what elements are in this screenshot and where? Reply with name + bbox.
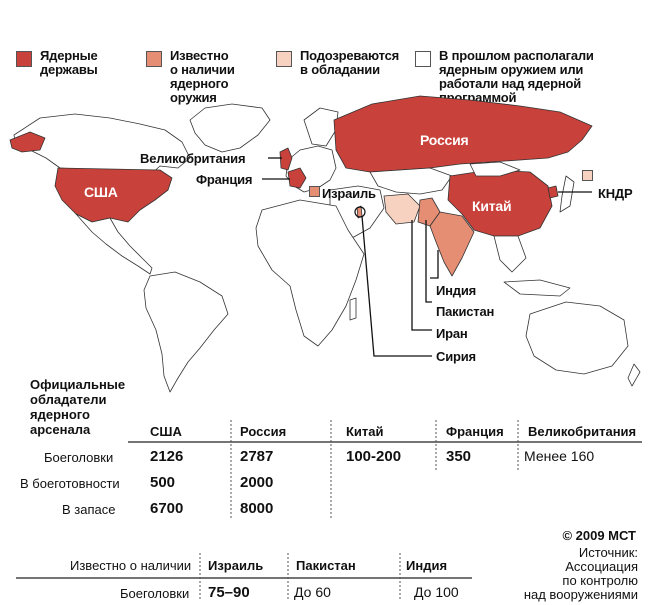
mongolia — [469, 161, 521, 177]
official-row-label-warheads: Боеголовки — [44, 450, 114, 465]
legend-nuclear-powers: Ядерные державы — [16, 49, 98, 77]
known-col-pakistan: Пакистан — [296, 558, 356, 573]
official-table-title: Официальные обладатели ядерного арсенала — [30, 377, 126, 437]
india-shape — [429, 211, 475, 277]
official-row-label-reserve: В запасе — [62, 502, 116, 517]
map-label-syria: Сирия — [436, 349, 476, 364]
map-label-china: Китай — [472, 198, 512, 214]
official-cell-uk-warheads: Менее 160 — [524, 448, 594, 465]
official-cell-russia-reserve: 8000 — [240, 500, 274, 517]
official-cell-usa-warheads: 2126 — [150, 448, 184, 465]
legend-swatch-nuclear — [16, 51, 32, 67]
alaska — [9, 131, 46, 153]
south-america — [143, 271, 229, 393]
israel-marker — [354, 206, 366, 218]
known-cell-pakistan-text: До 60 — [294, 584, 331, 600]
iran-shape — [383, 193, 421, 225]
map-label-israel: Израиль — [322, 186, 376, 201]
official-cell-china-warheads: 100-200 — [346, 448, 402, 465]
official-col-uk: Великобритания — [528, 424, 637, 439]
dprk-shape — [547, 185, 559, 199]
legend-label-suspected: Подозреваются в обладании — [300, 48, 400, 77]
mexico — [75, 213, 153, 275]
dprk-label-swatch — [582, 170, 593, 181]
syria-leader — [361, 215, 432, 357]
pakistan-leader — [425, 220, 432, 303]
official-row-label-ready: В боеготовности — [20, 476, 120, 491]
legend-label-nuclear: Ядерные державы — [40, 48, 98, 77]
israel-label-swatch — [309, 186, 320, 197]
uk-shape — [279, 147, 293, 171]
official-cell-russia-ready: 2000 — [240, 474, 274, 491]
madagascar — [349, 297, 357, 321]
known-cell-israel: 75–90 — [208, 584, 250, 601]
known-table-title: Известно о наличии — [70, 558, 192, 573]
canada — [13, 113, 191, 176]
iran-leader — [411, 220, 432, 331]
map-label-pakistan: Пакистан — [436, 304, 495, 319]
official-col-china: Китай — [346, 424, 384, 439]
india-leader — [430, 250, 439, 279]
central-asia — [369, 167, 453, 195]
australia — [525, 301, 629, 375]
china-shape — [447, 169, 553, 237]
map-label-russia: Россия — [420, 132, 469, 148]
japan — [559, 175, 575, 213]
source-note: Источник: Ассоциация по контролю над воо… — [523, 545, 638, 602]
map-label-france: Франция — [196, 172, 253, 187]
known-cell-pakistan: До 60 — [294, 584, 331, 601]
official-cell-russia-warheads: 2787 — [240, 448, 274, 465]
new-zealand — [627, 363, 641, 387]
official-col-usa: США — [150, 424, 182, 439]
official-col-france: Франция — [446, 424, 504, 439]
africa — [255, 199, 365, 347]
legend-suspected: Подозреваются в обладании — [276, 49, 399, 77]
france-shape — [287, 167, 307, 189]
greenland — [189, 103, 271, 153]
legend-known-possession: Известно о наличии ядерного оружия — [146, 49, 235, 105]
indonesia — [503, 279, 571, 297]
known-col-israel: Израиль — [208, 558, 264, 573]
map-label-uk: Великобритания — [140, 151, 246, 166]
official-cell-usa-reserve: 6700 — [150, 500, 184, 517]
official-cell-uk-warheads-text: Менее 160 — [524, 448, 595, 464]
usa-shape — [54, 167, 173, 223]
known-col-india: Индия — [406, 558, 448, 573]
official-col-russia: Россия — [240, 424, 287, 439]
map-label-india: Индия — [436, 283, 477, 298]
map-label-dprk: КНДР — [598, 186, 633, 201]
known-cell-india-text: До 100 — [414, 584, 459, 600]
legend-swatch-suspected — [276, 51, 292, 67]
scandinavia — [303, 107, 339, 147]
legend-swatch-past — [415, 51, 431, 67]
legend-label-known: Известно о наличии ядерного оружия — [170, 48, 235, 105]
copyright: © 2009 МСТ — [562, 528, 636, 543]
official-cell-france-warheads: 350 — [446, 448, 472, 465]
southeast-asia — [493, 235, 527, 273]
legend-swatch-known — [146, 51, 162, 67]
official-cell-usa-ready: 500 — [150, 474, 176, 491]
map-label-usa: США — [84, 184, 118, 200]
known-cell-india: До 100 — [414, 584, 459, 601]
map-label-iran: Иран — [436, 326, 468, 341]
known-row-label-warheads: Боеголовки — [120, 586, 190, 601]
